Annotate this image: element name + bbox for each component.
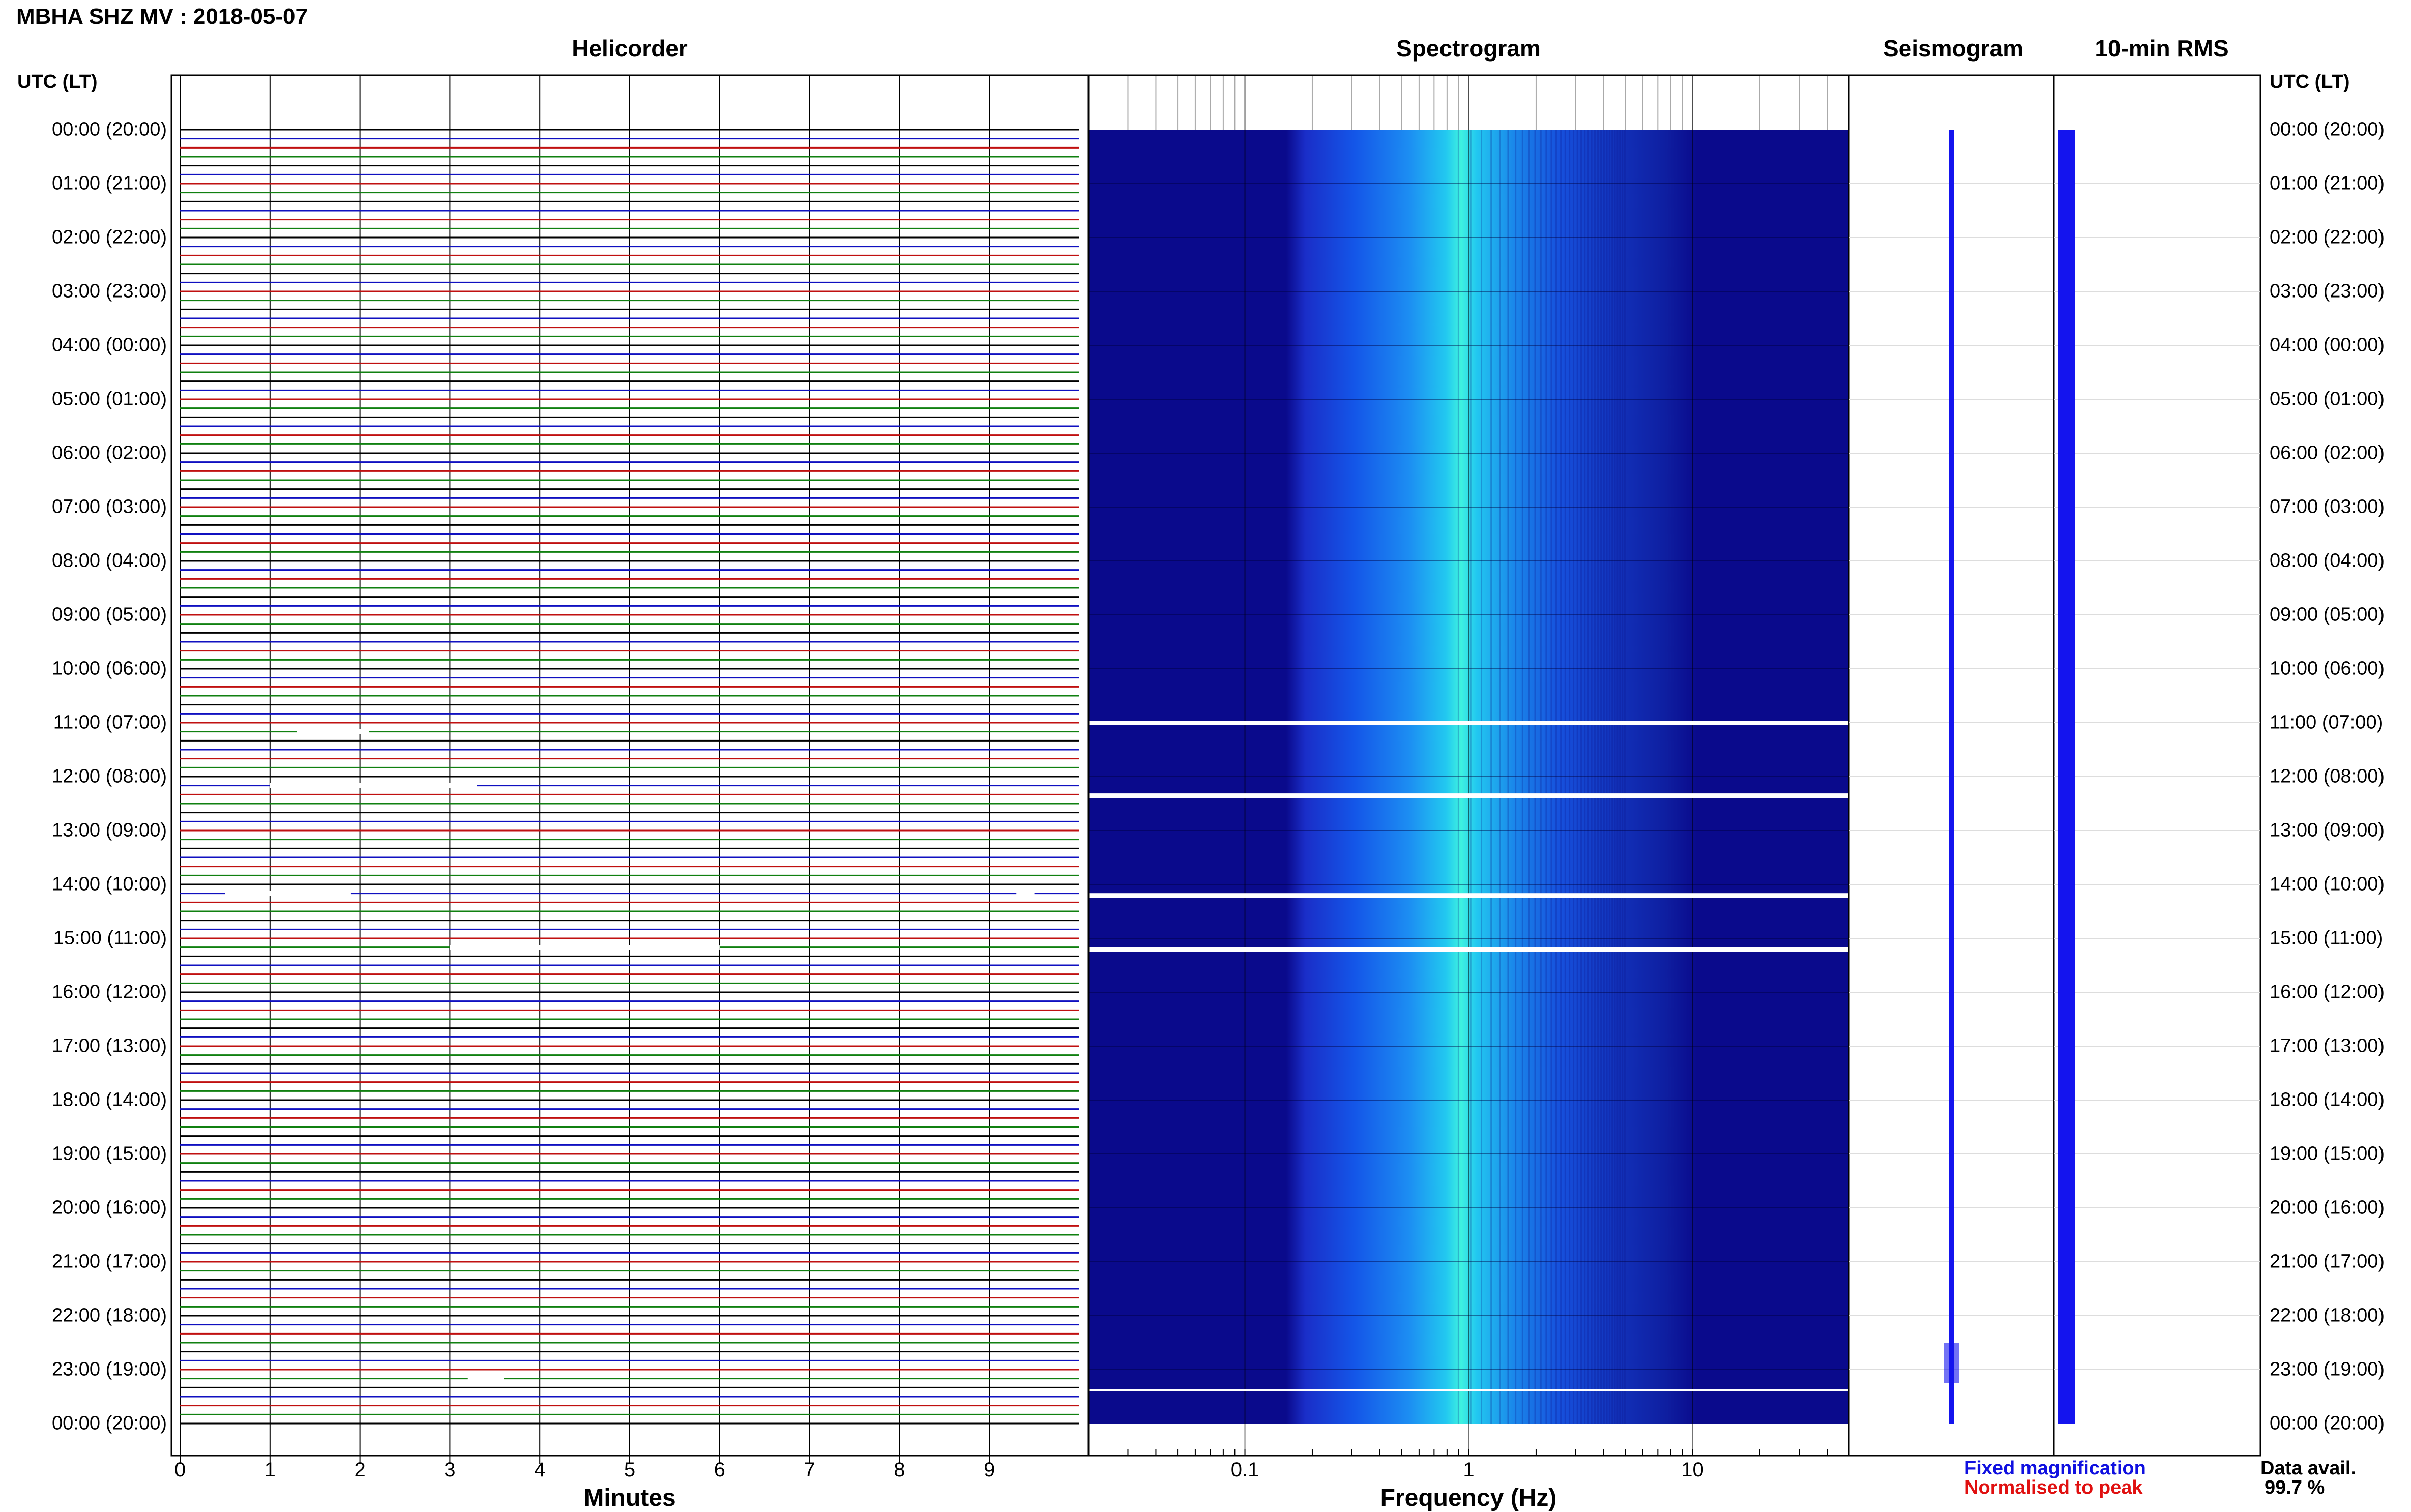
time-label-right: 22:00 (18:00): [2270, 1305, 2385, 1326]
time-label-left: 15:00 (11:00): [53, 927, 167, 949]
time-label-left: 11:00 (07:00): [53, 711, 167, 733]
time-label-right: 04:00 (00:00): [2270, 334, 2385, 356]
time-label-left: 06:00 (02:00): [51, 442, 167, 464]
minutes-tick: 1: [264, 1459, 276, 1481]
time-label-right: 06:00 (02:00): [2270, 442, 2385, 464]
time-label-left: 08:00 (04:00): [51, 550, 167, 572]
helicorder-gap: [467, 1376, 504, 1381]
helicorder-gap: [1016, 891, 1035, 896]
rms-frame: [2053, 74, 2261, 1457]
spectrogram-plot: [1087, 74, 1850, 1457]
spectrogram-gap: [1089, 893, 1849, 898]
time-label-right: 00:00 (20:00): [2270, 118, 2385, 140]
time-label-right: 00:00 (20:00): [2270, 1412, 2385, 1434]
time-label-left: 22:00 (18:00): [51, 1305, 167, 1326]
helicorder-plot: [170, 74, 1090, 1464]
time-label-right: 15:00 (11:00): [2270, 927, 2384, 949]
frequency-axis-label: Frequency (Hz): [1380, 1485, 1557, 1511]
time-label-right: 01:00 (21:00): [2270, 172, 2385, 194]
legend-normalised-to-peak: Normalised to peak: [1964, 1477, 2143, 1498]
rms-title: 10-min RMS: [2095, 35, 2229, 62]
spectrogram-gap: [1089, 947, 1849, 952]
time-label-left: 17:00 (13:00): [51, 1035, 167, 1057]
time-label-right: 05:00 (01:00): [2270, 388, 2385, 410]
seismogram-trace: [1949, 130, 1954, 1424]
time-label-right: 18:00 (14:00): [2270, 1089, 2385, 1111]
time-label-right: 08:00 (04:00): [2270, 550, 2385, 572]
rms-bars: [2058, 130, 2075, 1424]
time-label-left: 16:00 (12:00): [51, 981, 167, 1003]
time-label-right: 14:00 (10:00): [2270, 873, 2385, 895]
time-label-right: 09:00 (05:00): [2270, 604, 2385, 626]
helicorder-gap: [297, 729, 369, 734]
time-label-left: 10:00 (06:00): [51, 658, 167, 679]
time-label-right: 20:00 (16:00): [2270, 1197, 2385, 1219]
spectrogram-gap: [1089, 721, 1849, 725]
time-label-right: 02:00 (22:00): [2270, 226, 2385, 248]
time-label-left: 13:00 (09:00): [51, 819, 167, 841]
time-label-right: 12:00 (08:00): [2270, 765, 2385, 787]
time-label-right: 23:00 (19:00): [2270, 1358, 2385, 1380]
time-label-right: 17:00 (13:00): [2270, 1035, 2385, 1057]
time-label-right: 13:00 (09:00): [2270, 819, 2385, 841]
minutes-tick: 7: [804, 1459, 815, 1481]
time-label-right: 07:00 (03:00): [2270, 496, 2385, 518]
time-label-left: 00:00 (20:00): [51, 1412, 167, 1434]
seismogram-plot: [1848, 74, 2055, 1457]
time-label-left: 00:00 (20:00): [51, 118, 167, 140]
seismogram-title: Seismogram: [1883, 35, 2024, 62]
time-label-right: 10:00 (06:00): [2270, 658, 2385, 679]
time-label-right: 19:00 (15:00): [2270, 1143, 2385, 1165]
time-label-left: 02:00 (22:00): [51, 226, 167, 248]
time-label-left: 05:00 (01:00): [51, 388, 167, 410]
spectrogram-gap: [1089, 1389, 1849, 1391]
time-label-left: 21:00 (17:00): [51, 1251, 167, 1272]
time-label-right: 11:00 (07:00): [2270, 711, 2384, 733]
frequency-tick: 0.1: [1230, 1459, 1259, 1481]
time-label-left: 14:00 (10:00): [51, 873, 167, 895]
time-label-left: 18:00 (14:00): [51, 1089, 167, 1111]
frequency-tick: 1: [1463, 1459, 1475, 1481]
minutes-tick: 4: [534, 1459, 546, 1481]
minutes-tick: 8: [894, 1459, 905, 1481]
data-availability-label: Data avail.: [2260, 1458, 2356, 1479]
seismogram-event: [1944, 1343, 1959, 1383]
time-label-right: 21:00 (17:00): [2270, 1251, 2385, 1272]
legend-fixed-magnification: Fixed magnification: [1964, 1458, 2146, 1479]
time-label-left: 09:00 (05:00): [51, 604, 167, 626]
spectrogram-gap: [1089, 793, 1849, 798]
minutes-tick: 2: [354, 1459, 366, 1481]
rms-plot: [2053, 74, 2261, 1457]
minutes-tick: 6: [714, 1459, 725, 1481]
time-label-right: 16:00 (12:00): [2270, 981, 2385, 1003]
helicorder-gap: [270, 783, 477, 788]
time-label-left: 20:00 (16:00): [51, 1197, 167, 1219]
minutes-tick: 0: [174, 1459, 186, 1481]
minutes-axis-label: Minutes: [583, 1485, 676, 1511]
helicorder-gap: [450, 945, 720, 950]
minutes-tick: 3: [444, 1459, 456, 1481]
frequency-tick: 10: [1681, 1459, 1704, 1481]
time-label-right: 03:00 (23:00): [2270, 280, 2385, 302]
helicorder-title: Helicorder: [572, 35, 688, 62]
time-label-left: 19:00 (15:00): [51, 1143, 167, 1165]
time-label-left: 03:00 (23:00): [51, 280, 167, 302]
time-label-left: 07:00 (03:00): [51, 496, 167, 518]
page-title: MBHA SHZ MV : 2018-05-07: [16, 4, 308, 29]
time-label-left: 04:00 (00:00): [51, 334, 167, 356]
minutes-tick: 9: [984, 1459, 995, 1481]
time-label-left: 01:00 (21:00): [51, 172, 167, 194]
spectrogram-title: Spectrogram: [1396, 35, 1541, 62]
time-label-left: 23:00 (19:00): [51, 1358, 167, 1380]
minutes-tick: 5: [624, 1459, 636, 1481]
data-availability-value: 99.7 %: [2265, 1477, 2325, 1498]
utc-header-left: UTC (LT): [17, 71, 98, 93]
helicorder-gap: [225, 891, 351, 896]
utc-header-right: UTC (LT): [2270, 71, 2350, 93]
time-label-left: 12:00 (08:00): [51, 765, 167, 787]
